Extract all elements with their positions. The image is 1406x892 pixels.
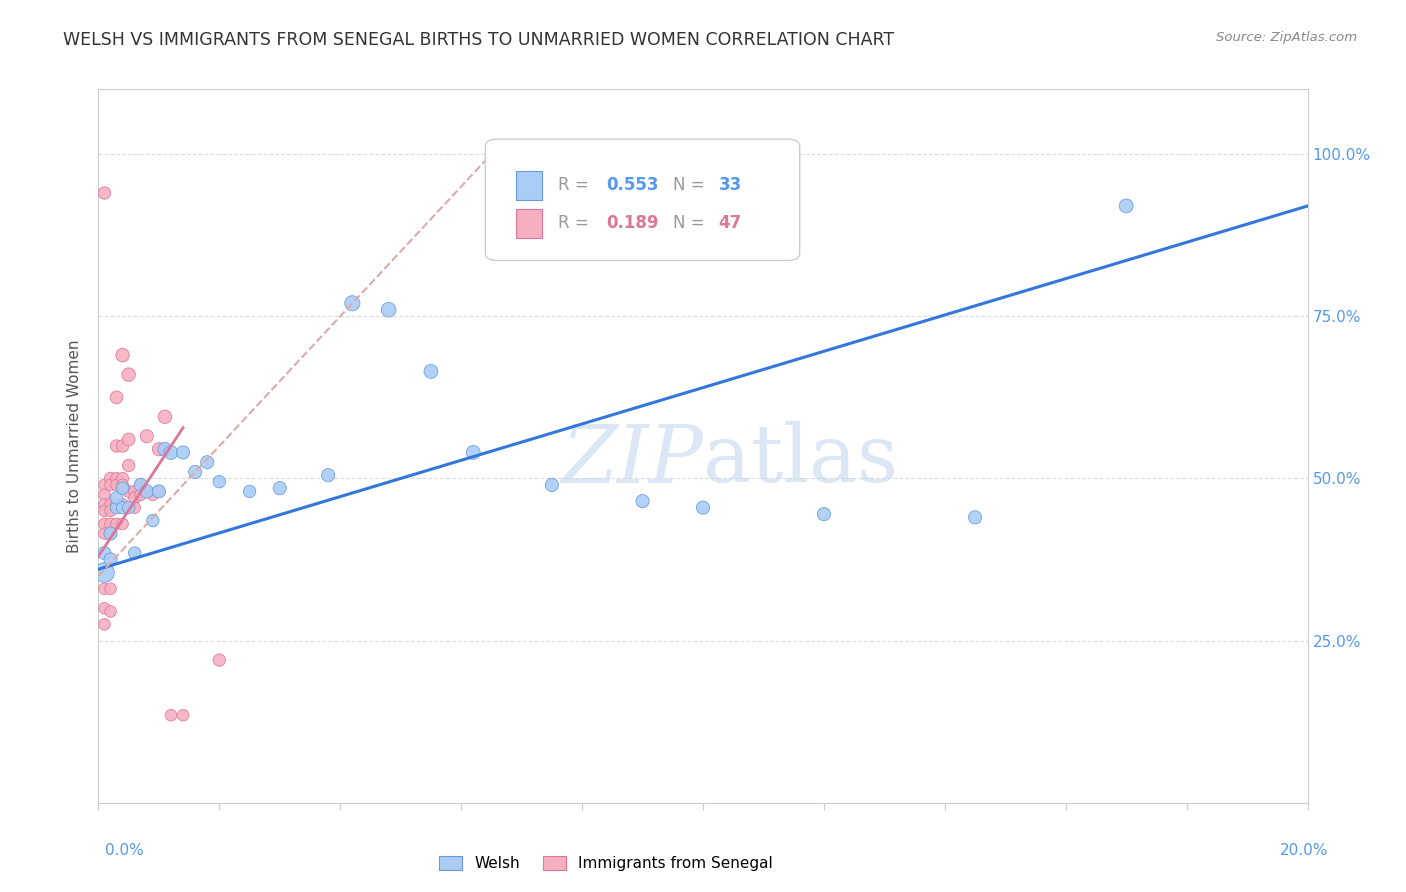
Point: [93, 582, 115, 596]
Point: [93, 488, 115, 502]
Point: [540, 478, 562, 492]
Point: [135, 429, 157, 443]
Point: [118, 484, 141, 499]
Point: [208, 475, 231, 489]
Point: [105, 497, 128, 511]
FancyBboxPatch shape: [516, 209, 543, 237]
Point: [631, 494, 654, 508]
Point: [93, 516, 115, 531]
Point: [160, 445, 183, 459]
Point: [100, 526, 122, 541]
Point: [153, 409, 176, 424]
Point: [118, 458, 141, 473]
Text: atlas: atlas: [703, 421, 898, 500]
Point: [118, 368, 141, 382]
Point: [100, 504, 122, 518]
Point: [93, 504, 115, 518]
Point: [111, 439, 134, 453]
Point: [93, 186, 115, 200]
Point: [111, 481, 134, 495]
Point: [239, 484, 262, 499]
Point: [105, 471, 128, 485]
Text: N =: N =: [672, 214, 710, 232]
Point: [148, 484, 170, 499]
Point: [142, 514, 165, 528]
Y-axis label: Births to Unmarried Women: Births to Unmarried Women: [67, 339, 83, 553]
Point: [142, 488, 165, 502]
Point: [93, 526, 115, 541]
Text: R =: R =: [558, 176, 593, 194]
Point: [813, 507, 835, 521]
Point: [100, 516, 122, 531]
Point: [100, 552, 122, 566]
Point: [172, 445, 194, 459]
FancyBboxPatch shape: [485, 139, 800, 260]
Point: [153, 442, 176, 457]
Point: [100, 497, 122, 511]
Point: [111, 516, 134, 531]
Point: [269, 481, 291, 495]
Point: [118, 500, 141, 515]
Point: [105, 439, 128, 453]
Point: [129, 478, 152, 492]
Point: [342, 296, 364, 310]
Point: [105, 390, 128, 404]
Legend: Welsh, Immigrants from Senegal: Welsh, Immigrants from Senegal: [433, 849, 779, 877]
Point: [105, 478, 128, 492]
Text: 0.189: 0.189: [606, 214, 659, 232]
Point: [100, 582, 122, 596]
Point: [111, 500, 134, 515]
Point: [124, 500, 146, 515]
Point: [93, 478, 115, 492]
Point: [420, 364, 443, 378]
Point: [105, 500, 128, 515]
Point: [105, 516, 128, 531]
Point: [160, 708, 183, 723]
Point: [118, 433, 141, 447]
Point: [208, 653, 231, 667]
Text: WELSH VS IMMIGRANTS FROM SENEGAL BIRTHS TO UNMARRIED WOMEN CORRELATION CHART: WELSH VS IMMIGRANTS FROM SENEGAL BIRTHS …: [63, 31, 894, 49]
Text: 0.553: 0.553: [606, 176, 659, 194]
Point: [93, 601, 115, 615]
Point: [129, 478, 152, 492]
Text: 47: 47: [718, 214, 742, 232]
Point: [692, 500, 714, 515]
Point: [129, 488, 152, 502]
Point: [93, 617, 115, 632]
FancyBboxPatch shape: [516, 171, 543, 200]
Point: [124, 484, 146, 499]
Point: [377, 302, 399, 317]
Point: [1115, 199, 1137, 213]
Point: [100, 526, 122, 541]
Text: N =: N =: [672, 176, 710, 194]
Point: [111, 497, 134, 511]
Point: [184, 465, 207, 479]
Point: [111, 478, 134, 492]
Point: [105, 491, 128, 505]
Text: 33: 33: [718, 176, 742, 194]
Point: [124, 491, 146, 505]
Point: [111, 348, 134, 362]
Point: [100, 604, 122, 618]
Text: 0.0%: 0.0%: [105, 843, 145, 858]
Point: [195, 455, 218, 469]
Point: [100, 471, 122, 485]
Point: [965, 510, 987, 524]
Point: [316, 468, 339, 483]
Point: [124, 546, 146, 560]
Text: ZIP: ZIP: [561, 422, 703, 499]
Point: [135, 484, 157, 499]
Point: [93, 497, 115, 511]
Text: 20.0%: 20.0%: [1281, 843, 1329, 858]
Point: [148, 484, 170, 499]
Text: Source: ZipAtlas.com: Source: ZipAtlas.com: [1216, 31, 1357, 45]
Point: [93, 566, 115, 580]
Point: [111, 471, 134, 485]
Point: [172, 708, 194, 723]
Text: R =: R =: [558, 214, 593, 232]
Point: [148, 442, 170, 457]
Point: [100, 478, 122, 492]
Point: [93, 546, 115, 560]
Point: [463, 445, 485, 459]
